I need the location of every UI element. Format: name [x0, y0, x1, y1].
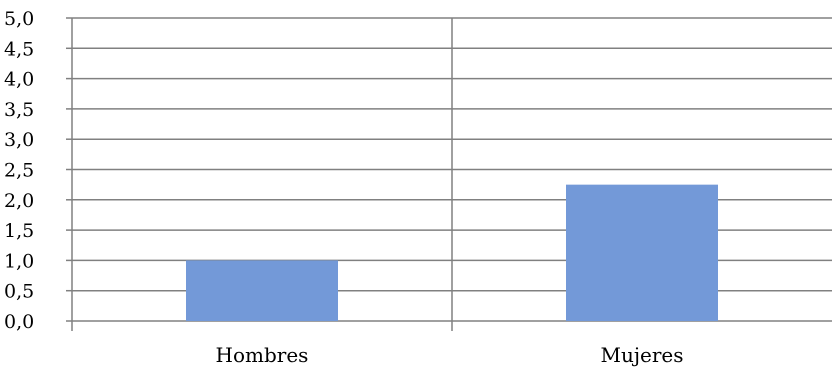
y-tick-label: 3,5 [4, 99, 34, 121]
y-tick-label: 5,0 [4, 8, 34, 30]
y-tick-label: 3,0 [4, 129, 34, 151]
bars [186, 184, 718, 321]
y-tick-label: 2,0 [4, 190, 34, 212]
category-label: Hombres [216, 343, 309, 367]
y-tick-label: 4,0 [4, 69, 34, 91]
y-tick-label: 1,5 [4, 220, 34, 242]
bar-hombres [186, 260, 338, 321]
category-labels: Hombres Mujeres [216, 343, 684, 367]
y-tick-label: 4,5 [4, 38, 34, 60]
y-tick-label: 1,0 [4, 250, 34, 272]
bar-mujeres [566, 184, 718, 321]
category-label: Mujeres [600, 343, 683, 367]
y-tick-label: 2,5 [4, 160, 34, 182]
y-tick-label: 0,0 [4, 311, 34, 333]
y-tick-label: 0,5 [4, 281, 34, 303]
axes [66, 17, 453, 331]
y-tick-labels: 0,0 0,5 1,0 1,5 2,0 2,5 3,0 3,5 4,0 4,5 5,0 [4, 8, 34, 333]
